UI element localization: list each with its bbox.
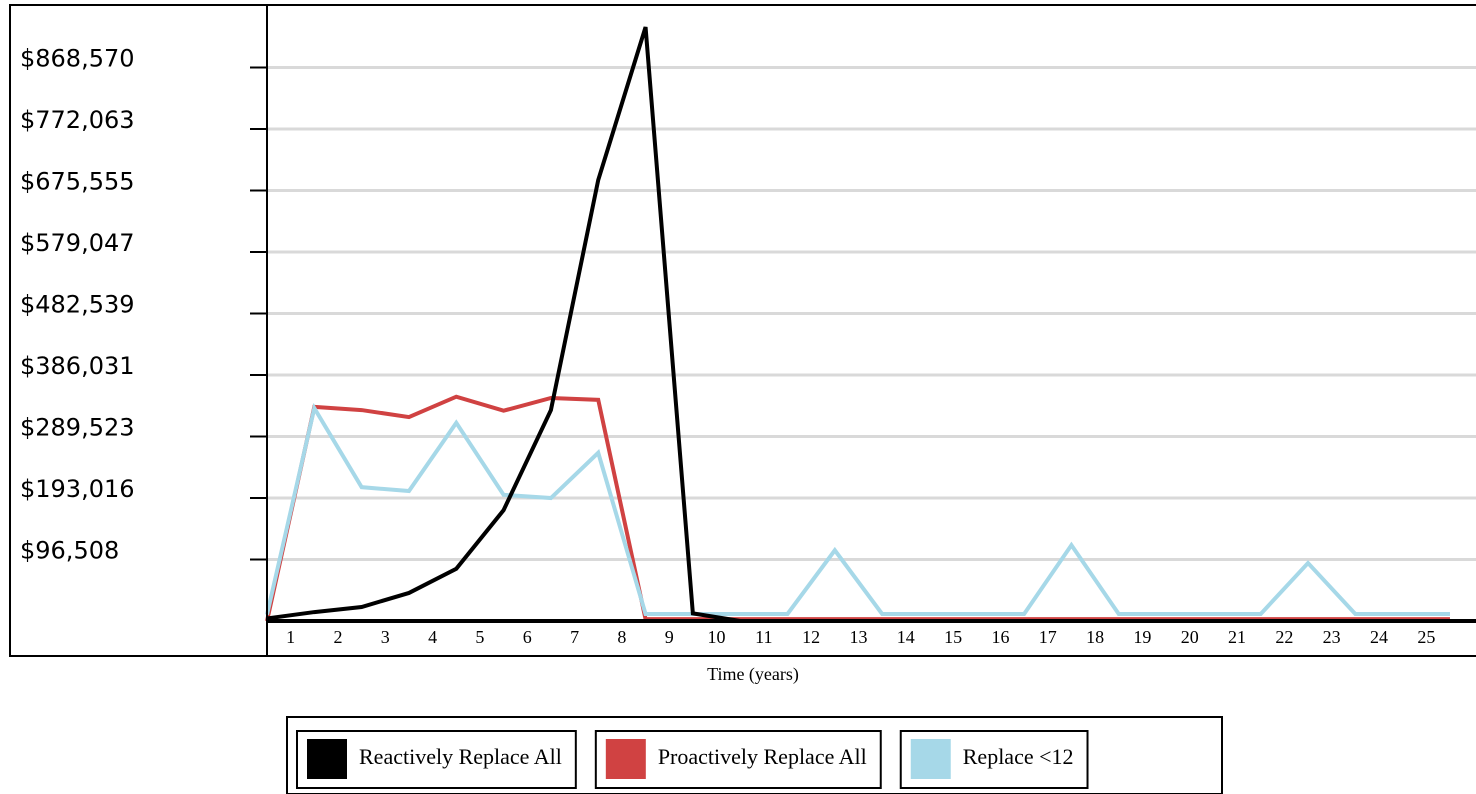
x-tick-label: 21 [1228,627,1246,647]
y-tick-label: $96,508 [20,536,119,564]
legend-box [899,730,1089,789]
x-tick-label: 20 [1181,627,1199,647]
y-tick-label: $482,539 [20,291,135,319]
x-tick-label: 16 [991,627,1009,647]
x-axis-label: Time (years) [707,664,799,685]
x-tick-label: 23 [1323,627,1341,647]
x-tick-label: 1 [286,627,295,647]
legend-item: Proactively Replace All [594,730,882,789]
legend-box [296,730,577,789]
x-tick-label: 18 [1086,627,1104,647]
legend-item: Replace <12 [899,730,1089,789]
x-tick-label: 2 [333,627,342,647]
legend-swatch [307,739,347,779]
y-tick-label: $772,063 [20,106,135,134]
y-tick-label: $386,031 [20,352,135,380]
x-tick-label: 4 [428,627,437,647]
x-tick-label: 12 [802,627,820,647]
legend-label: Reactively Replace All [359,744,562,769]
legend-swatch [910,739,951,779]
x-tick-label: 19 [1133,627,1151,647]
x-tick-label: 8 [617,627,626,647]
x-tick-label: 17 [1039,627,1057,647]
frame [9,4,1476,657]
legend-box [594,730,882,789]
legend-item: Reactively Replace All [296,730,577,789]
y-tick-label: $289,523 [20,414,135,442]
y-tick-label: $579,047 [20,229,135,257]
x-tick-label: 24 [1370,627,1388,647]
x-tick-label: 25 [1417,627,1435,647]
y-tick-label: $868,570 [20,45,135,73]
x-tick-label: 14 [897,627,915,647]
series-line [265,394,1450,622]
x-tick-label: 9 [665,627,674,647]
x-tick-label: 5 [475,627,484,647]
legend-label: Replace <12 [963,744,1074,769]
x-tick-label: 7 [570,627,579,647]
x-tick-label: 10 [708,627,726,647]
y-tick-label: $193,016 [20,475,135,503]
legend-swatch [605,739,646,779]
x-tick-label: 15 [944,627,962,647]
x-tick-label: 3 [381,627,390,647]
legend [286,716,1223,794]
x-tick-label: 11 [755,627,772,647]
legend-label: Proactively Replace All [658,744,867,769]
x-tick-label: 13 [849,627,867,647]
series-line [265,402,1450,616]
x-tick-label: 6 [523,627,532,647]
y-tick-label: $675,555 [20,167,135,195]
series-line [266,26,1450,623]
x-tick-label: 22 [1275,627,1293,647]
